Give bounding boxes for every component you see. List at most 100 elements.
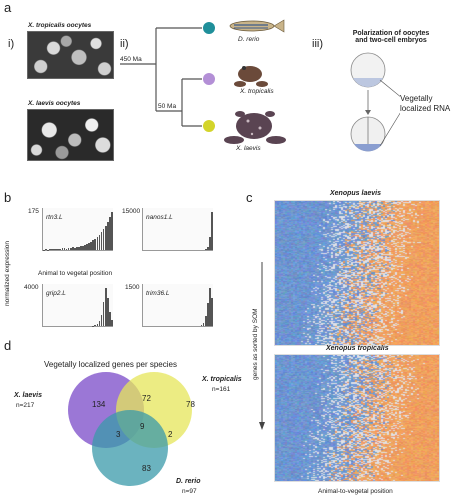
- venn-set-count-laevis: n=217: [16, 402, 35, 409]
- histogram-bar: [200, 325, 203, 326]
- vegetal-rna-label: Vegetally localized RNA: [400, 94, 450, 114]
- histogram-bar: [57, 248, 60, 250]
- venn-set-name-rerio: D. rerio: [176, 478, 201, 485]
- histogram-bar: [53, 248, 56, 250]
- panel-a-iii-label: iii): [312, 38, 323, 50]
- species-dot-tropicalis: [203, 73, 215, 85]
- tropicalis-frog-icon: [234, 66, 268, 87]
- venn-diagram: [68, 372, 192, 486]
- panel-a-ii-label: ii): [120, 38, 129, 50]
- venn-count-all: 9: [140, 422, 145, 431]
- venn-set-name-laevis: X. laevis: [14, 392, 43, 399]
- polarization-title-line2: and two-cell embryos: [355, 37, 427, 44]
- histogram-bar: [104, 226, 107, 250]
- histogram-trim36: [142, 284, 213, 327]
- oocyte-vegetal-rna: [353, 78, 383, 87]
- histogram-bar: [80, 246, 82, 250]
- species-name-laevis: X. laevis: [236, 145, 261, 152]
- histogram-bar: [94, 238, 97, 250]
- histogram-bar: [206, 246, 209, 250]
- panel-c-label: c: [246, 190, 253, 205]
- histogram-bar: [202, 322, 205, 326]
- divergence-label-450: 450 Ma: [120, 56, 142, 63]
- histogram-bar: [98, 321, 101, 326]
- panel-a-i-label: i): [8, 38, 15, 50]
- histogram-bar: [82, 245, 84, 250]
- polarization-title: Polarization of oocytes and two-cell emb…: [336, 30, 446, 44]
- panel-a-label: a: [4, 0, 12, 15]
- species-name-rerio: D. rerio: [238, 36, 260, 43]
- heatmap-tropicalis: [274, 354, 440, 482]
- heatmap-laevis: [274, 200, 440, 346]
- histogram-bar: [55, 249, 58, 250]
- venn-set-count-tropicalis: n=161: [212, 386, 231, 393]
- panel-c-xlabel: Animal-to-vegetal position: [318, 488, 393, 495]
- oocyte-laevis-image: [27, 109, 114, 161]
- histogram-bar: [92, 240, 95, 250]
- ymax-trim36: 1500: [125, 284, 140, 291]
- histogram-grip2: [42, 284, 113, 327]
- histogram-bar: [104, 288, 107, 326]
- pointer-line-top: [379, 79, 400, 97]
- histogram-bar: [84, 244, 86, 250]
- venn-count-tropicalis-rerio: 2: [168, 430, 173, 439]
- histogram-bar: [106, 221, 109, 250]
- histogram-bar: [94, 325, 97, 326]
- heatmap-title-tropicalis: Xenopus tropicalis: [326, 345, 389, 352]
- ymax-rtn3: 175: [28, 208, 39, 215]
- histogram-bar: [208, 237, 211, 250]
- oocyte-tropicalis-image: [27, 31, 114, 79]
- histogram-bar: [108, 311, 111, 326]
- histogram-bar: [210, 212, 213, 250]
- embryo-diagram: [350, 52, 400, 152]
- histogram-bar: [59, 248, 62, 250]
- histogram-bar: [75, 246, 78, 250]
- polarization-title-line1: Polarization of oocytes: [352, 30, 430, 37]
- histogram-bar: [65, 248, 68, 250]
- histogram-bar: [210, 298, 213, 326]
- histogram-bar: [86, 243, 88, 250]
- histogram-bar: [67, 248, 70, 250]
- histogram-bar: [71, 247, 74, 250]
- phylogeny-tree: [120, 19, 286, 144]
- gene-label-trim36: trim36.L: [146, 290, 170, 297]
- histogram-bar: [110, 212, 113, 250]
- ymax-grip2: 4000: [24, 284, 39, 291]
- histogram-bar: [51, 249, 53, 250]
- histogram-bar: [96, 236, 99, 250]
- histogram-bar: [204, 315, 207, 326]
- species-dot-rerio: [203, 22, 215, 34]
- histogram-bar: [100, 314, 103, 326]
- histogram-bar: [49, 249, 51, 250]
- vegetal-rna-label-line2: localized RNA: [400, 104, 451, 113]
- panel-b-xlabel: Animal to vegetal position: [38, 270, 113, 277]
- venn-set-name-tropicalis: X. tropicalis: [202, 376, 242, 383]
- venn-count-laevis-only: 134: [92, 400, 106, 409]
- histogram-bar: [88, 243, 91, 250]
- pointer-line-bottom: [379, 112, 400, 147]
- venn-count-laevis-rerio: 3: [116, 430, 121, 439]
- panel-c-y-arrow: [259, 262, 265, 430]
- panel-b-ylabel: normalized expression: [4, 240, 11, 306]
- zebrafish-icon: [229, 19, 285, 33]
- species-name-tropicalis: X. tropicalis: [240, 88, 274, 95]
- histogram-bar: [61, 248, 64, 250]
- vegetal-rna-label-line1: Vegetally: [400, 94, 433, 103]
- histogram-bar: [69, 247, 72, 250]
- histogram-bar: [45, 249, 47, 250]
- heatmap-title-laevis: Xenopus laevis: [330, 190, 381, 197]
- histogram-bar: [110, 320, 113, 326]
- venn-title: Vegetally localized genes per species: [44, 360, 177, 369]
- panel-d-label: d: [4, 338, 12, 353]
- oocyte-laevis-caption: X. laevis oocytes: [28, 100, 81, 107]
- histogram-bar: [90, 241, 93, 250]
- venn-count-tropicalis-only: 78: [186, 400, 195, 409]
- oocyte-tropicalis-caption: X. tropicalis oocytes: [28, 22, 92, 29]
- venn-circle-rerio: [92, 410, 168, 486]
- embryo-vegetal-rna: [354, 144, 382, 152]
- histogram-bar: [208, 288, 211, 326]
- histogram-bar: [106, 297, 109, 326]
- histogram-bar: [102, 229, 105, 250]
- laevis-frog-icon: [224, 111, 286, 144]
- venn-count-laevis-tropicalis: 72: [142, 394, 151, 403]
